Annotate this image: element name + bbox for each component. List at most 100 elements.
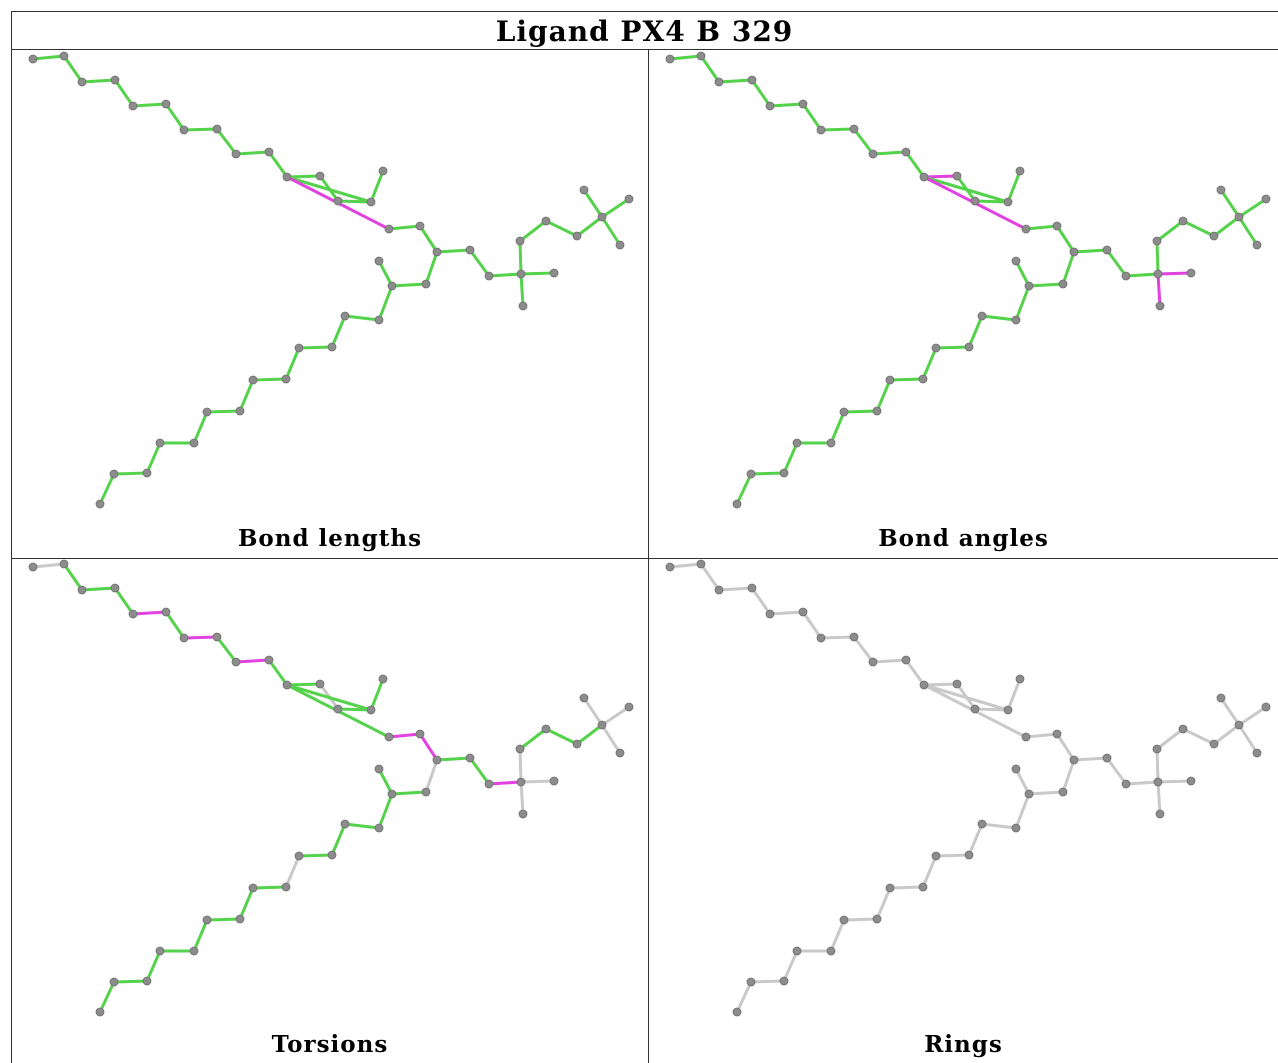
atom-om3	[1152, 236, 1162, 246]
bond-c19-o22	[369, 169, 385, 204]
atom-c3	[465, 753, 475, 763]
atom-c13	[281, 374, 291, 384]
bond-o2-o23	[1014, 284, 1031, 322]
atom-o3	[384, 224, 394, 234]
atom-c31	[59, 51, 69, 61]
bond-c22-c21	[922, 174, 959, 179]
bond-c3-o1	[1105, 248, 1128, 278]
bond-o23-c10	[343, 822, 381, 830]
atom-c32	[665, 562, 675, 572]
atom-n1	[1234, 212, 1244, 222]
atom-c28	[765, 101, 775, 111]
bond-c25-c24	[215, 635, 238, 664]
bond-c3-o1	[1105, 756, 1128, 786]
bond-c15-c16	[205, 409, 242, 414]
atom-c30	[77, 585, 87, 595]
bond-c18-c6	[145, 441, 162, 475]
atom-c22	[282, 172, 292, 182]
atom-m3	[1216, 693, 1226, 703]
bond-o4-c5	[544, 219, 579, 238]
bond-c32-c31	[31, 562, 66, 569]
caption-bond-lengths: Bond lengths	[237, 525, 423, 552]
atom-c19	[1003, 197, 1013, 207]
bond-c19-c22	[922, 175, 1010, 204]
atom-c22	[919, 172, 929, 182]
atom-m1	[624, 702, 634, 712]
atom-o4	[1178, 724, 1188, 734]
atom-c5	[1209, 739, 1219, 749]
atom-o4	[1178, 216, 1188, 226]
atom-c8	[95, 499, 105, 509]
atom-c24	[868, 657, 878, 667]
bond-c7-c8	[735, 980, 753, 1014]
bond-c23-c22	[904, 150, 926, 179]
bond-c12-c13	[921, 346, 938, 381]
atom-c31	[696, 559, 706, 569]
bonds	[31, 562, 631, 1014]
atom-c13	[918, 374, 928, 384]
bond-o2-c4	[377, 259, 394, 288]
caption-bond-angles: Bond angles	[878, 525, 1049, 552]
atom-c6	[142, 976, 152, 986]
bond-c31-c30	[62, 54, 84, 84]
molecule-bond-angles	[665, 51, 1271, 509]
bond-n1-m1	[1237, 705, 1268, 727]
atom-c30	[714, 77, 724, 87]
bond-c3-o1	[468, 756, 491, 786]
atom-c12	[931, 343, 941, 353]
bond-c5-n1	[575, 723, 604, 746]
bond-c13-c14	[251, 885, 288, 890]
bond-c7-c8	[98, 472, 116, 506]
atom-c25	[212, 632, 222, 642]
atom-o22	[1015, 166, 1025, 176]
atom-c18	[792, 946, 802, 956]
atom-c25	[849, 632, 859, 642]
bond-c18-c6	[145, 949, 162, 983]
atom-o21	[421, 279, 431, 289]
atom-c4	[374, 764, 384, 774]
atom-om1	[1186, 268, 1196, 278]
bond-c31-c30	[62, 562, 84, 592]
bond-o21-o2	[1027, 282, 1065, 288]
atom-o22	[1015, 674, 1025, 684]
atom-c14	[885, 883, 895, 893]
atom-c16	[839, 915, 849, 925]
atom-c18	[792, 438, 802, 448]
bond-c23-c22	[904, 658, 926, 687]
atom-c15	[235, 914, 245, 924]
bond-c3-o1	[468, 248, 491, 278]
atom-c27	[161, 99, 171, 109]
bond-c13-c14	[888, 377, 925, 382]
bond-om3-o4	[1155, 727, 1185, 751]
bond-c5-n1	[575, 215, 604, 238]
bond-c31-c30	[699, 562, 721, 592]
bond-c14-c15	[875, 378, 892, 413]
atom-c12	[294, 851, 304, 861]
bond-c22-c21	[922, 682, 959, 687]
bond-c32-c31	[668, 54, 703, 61]
bond-o23-c10	[980, 822, 1018, 830]
title-row: Ligand PX4 B 329	[11, 11, 1278, 50]
bond-c27-c26	[164, 610, 186, 640]
atom-c14	[248, 883, 258, 893]
bond-c28-c27	[768, 102, 805, 108]
bond-o3-c1	[387, 732, 422, 739]
bond-n1-m1	[600, 705, 631, 727]
atom-c8	[95, 1007, 105, 1017]
atom-o3	[1021, 224, 1031, 234]
bond-c16-c17	[829, 410, 846, 445]
figure-title: Ligand PX4 B 329	[495, 15, 794, 48]
atom-c17	[826, 946, 836, 956]
bond-o4-c5	[544, 727, 579, 746]
bond-c24-c23	[234, 150, 271, 156]
atom-c14	[248, 375, 258, 385]
atom-o23	[1011, 315, 1021, 325]
atom-c4	[1011, 764, 1021, 774]
atom-m3	[579, 185, 589, 195]
atom-o22	[378, 166, 388, 176]
bond-c24-c23	[234, 658, 271, 664]
atom-m1	[624, 194, 634, 204]
molecule-torsions	[28, 559, 634, 1017]
bond-c1-c2	[418, 732, 439, 762]
bond-c31-c30	[699, 54, 721, 84]
